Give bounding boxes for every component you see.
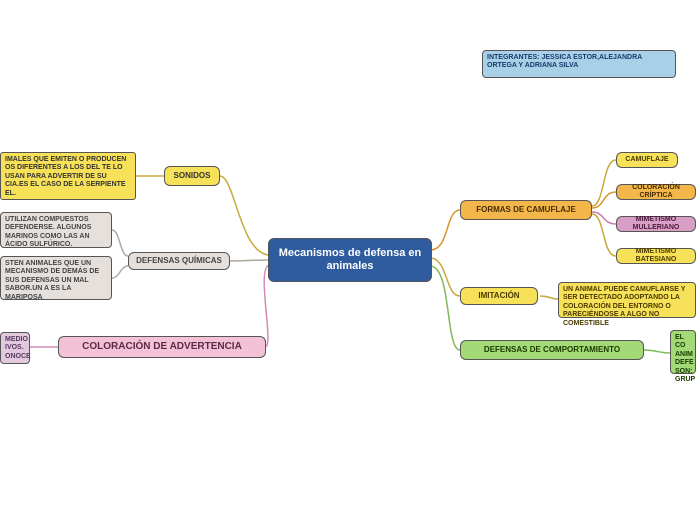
edge-defq: [230, 260, 270, 261]
edge-mimm: [592, 212, 616, 224]
coladv-note: MEDIO IVOS. ONOCE: [0, 332, 30, 364]
defq-label: DEFENSAS QUÍMICAS: [136, 256, 222, 266]
coloracion-advertencia-node[interactable]: COLORACIÓN DE ADVERTENCIA: [58, 336, 266, 358]
defcomp-label: DEFENSAS DE COMPORTAMIENTO: [484, 345, 620, 355]
center-label: Mecanismos de defensa en animales: [275, 247, 425, 273]
edge-mimb: [592, 214, 616, 256]
mimetismo-mulleriano-node[interactable]: MIMETISMO MULLERIANO: [616, 216, 696, 232]
camuflaje-node[interactable]: CAMUFLAJE: [616, 152, 678, 168]
defensas-comportamiento-node[interactable]: DEFENSAS DE COMPORTAMIENTO: [460, 340, 644, 360]
coloracion-criptica-node[interactable]: COLORACIÓN CRÍPTICA: [616, 184, 696, 200]
edge-imit-note: [540, 296, 558, 299]
defcomp-note: EL CO ANIM DEFE SON: GRUP: [670, 330, 696, 374]
formas-camuflaje-node[interactable]: FORMAS DE CAMUFLAJE: [460, 200, 592, 220]
edge-imit: [430, 258, 460, 296]
formas-label: FORMAS DE CAMUFLAJE: [476, 205, 576, 215]
edge-sonidos: [220, 176, 270, 255]
sonidos-label: SONIDOS: [174, 171, 211, 181]
edge-colcrip: [592, 192, 616, 208]
edge-defq-note2: [112, 266, 128, 278]
edge-formas: [430, 210, 460, 250]
center-node[interactable]: Mecanismos de defensa en animales: [268, 238, 432, 282]
defensas-quimicas-node[interactable]: DEFENSAS QUÍMICAS: [128, 252, 230, 270]
defq-note1: UTILIZAN COMPUESTOS DEFENDERSE. ALGUNOS …: [0, 212, 112, 248]
defq-note2: STEN ANIMALES QUE UN MECANISMO DE DEMÁS …: [0, 256, 112, 300]
edge-defcomp: [430, 266, 460, 350]
imitacion-node[interactable]: IMITACIÓN: [460, 287, 538, 305]
integrantes-box: INTEGRANTES: JESSICA ESTOR,ALEJANDRA ORT…: [482, 50, 676, 78]
integrantes-text: INTEGRANTES: JESSICA ESTOR,ALEJANDRA ORT…: [487, 54, 642, 69]
sonidos-node[interactable]: SONIDOS: [164, 166, 220, 186]
mimetismo-batesiano-node[interactable]: MIMETISMO BATESIANO: [616, 248, 696, 264]
coladv-label: COLORACIÓN DE ADVERTENCIA: [82, 341, 242, 353]
edge-defq-note1: [112, 230, 128, 256]
imitacion-label: IMITACIÓN: [478, 291, 519, 301]
edge-camuflaje: [592, 160, 616, 206]
sonidos-note: IMALES QUE EMITEN O PRODUCEN OS DIFERENT…: [0, 152, 136, 200]
imitacion-note: UN ANIMAL PUEDE CAMUFLARSE Y SER DETECTA…: [558, 282, 696, 318]
edge-defcomp-note: [644, 350, 670, 353]
